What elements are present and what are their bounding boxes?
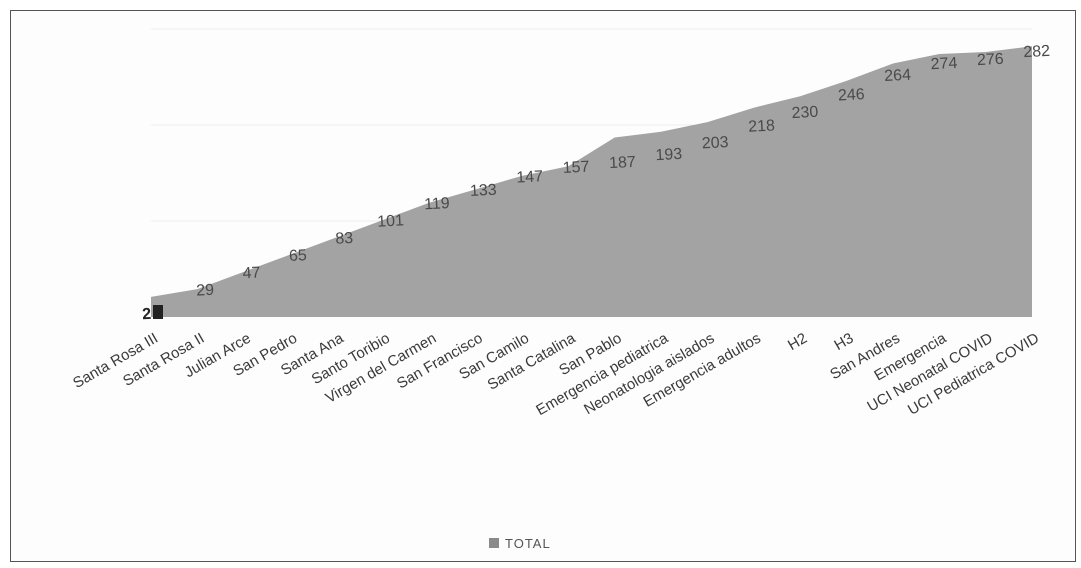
- data-label: 187: [609, 154, 637, 172]
- data-label: 101: [377, 212, 405, 230]
- data-label: 2: [142, 306, 152, 323]
- legend-marker: [489, 538, 499, 548]
- data-labels: 2 29 47 65 83 101 119 133 147 157 187 193 203 218 230 2…: [142, 43, 1051, 323]
- data-label: 65: [289, 247, 308, 265]
- category-label: H2: [785, 330, 810, 354]
- area-path: [151, 46, 1032, 317]
- data-label: 83: [335, 230, 354, 248]
- category-label: H3: [831, 330, 856, 354]
- data-label: 193: [655, 146, 683, 164]
- data-label: 274: [930, 55, 958, 73]
- data-label: 246: [838, 86, 866, 104]
- legend-label: TOTAL: [505, 536, 551, 551]
- area-series: [151, 46, 1032, 317]
- data-label: 230: [791, 104, 819, 122]
- first-point-marker: [153, 305, 163, 319]
- data-label: 47: [242, 264, 261, 282]
- area-chart: 2 29 47 65 83 101 119 133 147 157 187 193 203 218 230 2…: [70, 28, 1051, 551]
- chart-frame: 2 29 47 65 83 101 119 133 147 157 187 193 203 218 230 2…: [10, 10, 1076, 562]
- data-label: 276: [977, 51, 1005, 69]
- data-label: 264: [884, 67, 912, 85]
- data-label: 157: [562, 159, 590, 177]
- data-label: 119: [424, 195, 450, 213]
- data-label: 147: [516, 168, 544, 186]
- data-label: 218: [748, 117, 776, 135]
- data-label: 203: [701, 134, 729, 152]
- data-label: 133: [470, 182, 498, 200]
- data-label: 282: [1023, 43, 1051, 61]
- legend: TOTAL: [489, 536, 551, 551]
- data-label: 29: [196, 282, 215, 300]
